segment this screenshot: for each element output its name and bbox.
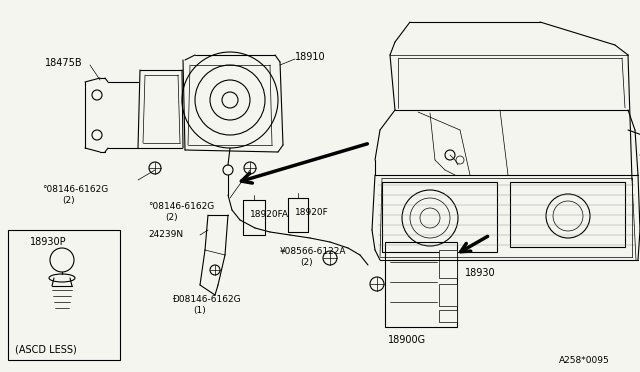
Text: 18930P: 18930P	[30, 237, 67, 247]
Bar	[439, 284, 457, 306]
Text: 18910: 18910	[295, 52, 326, 62]
Bar	[8, 230, 120, 360]
Text: (2): (2)	[165, 213, 178, 222]
Bar	[510, 182, 625, 247]
Text: 18930: 18930	[465, 268, 495, 278]
Text: (2): (2)	[62, 196, 75, 205]
Text: ¥08566-6122A: ¥08566-6122A	[280, 247, 346, 256]
Text: 18920F: 18920F	[295, 208, 329, 217]
Text: (ASCD LESS): (ASCD LESS)	[15, 345, 77, 355]
Text: 24239N: 24239N	[148, 230, 183, 239]
Bar	[439, 250, 457, 278]
Text: 18900G: 18900G	[388, 335, 426, 345]
Text: A258*0095: A258*0095	[559, 356, 610, 365]
Text: Ð08146-6162G: Ð08146-6162G	[172, 295, 241, 304]
Text: °08146-6162G: °08146-6162G	[42, 185, 108, 194]
Bar	[385, 242, 457, 327]
Text: (2): (2)	[300, 258, 312, 267]
Text: 18920FA: 18920FA	[250, 210, 289, 219]
Text: (1): (1)	[193, 306, 205, 315]
Bar	[439, 310, 457, 322]
Bar	[382, 182, 497, 252]
Text: °08146-6162G: °08146-6162G	[148, 202, 214, 211]
Text: 18475B: 18475B	[45, 58, 83, 68]
